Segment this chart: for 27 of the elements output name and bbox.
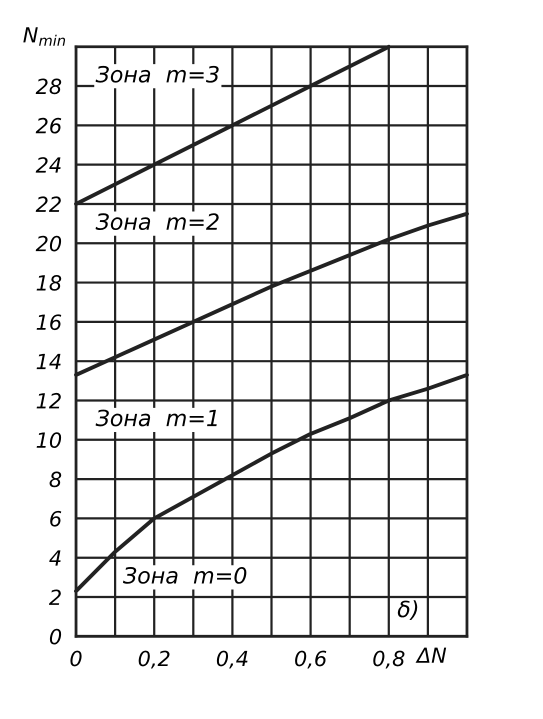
y-tick-label: 6 [50, 510, 62, 527]
x-tick-label: 0,8 [373, 650, 404, 668]
x-tick-label: 0,4 [216, 650, 248, 668]
y-tick-label: 20 [36, 236, 62, 252]
y-tick-label: 4 [49, 550, 61, 566]
x-tick-label: 0,2 [138, 650, 170, 668]
y-axis-title: N$_{min}$ [23, 27, 66, 46]
y-tick-label: 28 [36, 78, 62, 94]
y-tick-label: 24 [36, 157, 61, 173]
y-tick-label: 18 [36, 275, 62, 291]
y-tick-label: 14 [36, 354, 61, 370]
annotation: Зона m=0 [122, 566, 246, 584]
annotation: Зона m=1 [96, 410, 217, 426]
annotation: Зона m=2 [96, 213, 219, 230]
y-tick-label: 8 [50, 472, 62, 488]
y-tick-label: 16 [36, 314, 62, 330]
x-tick-label: 0,6 [295, 650, 326, 668]
x-tick-label: 0 [70, 650, 82, 666]
annotation: Зона m=3 [96, 66, 219, 83]
y-tick-label: 26 [36, 118, 62, 134]
annotation: δ) [398, 600, 418, 620]
y-tick-label: 12 [36, 392, 61, 408]
y-tick-label: 10 [36, 432, 62, 448]
y-tick-label: 22 [36, 196, 61, 212]
x-axis-title: ΔN [416, 648, 446, 663]
y-tick-label: 2 [48, 589, 61, 605]
y-tick-label: 0 [50, 628, 62, 645]
